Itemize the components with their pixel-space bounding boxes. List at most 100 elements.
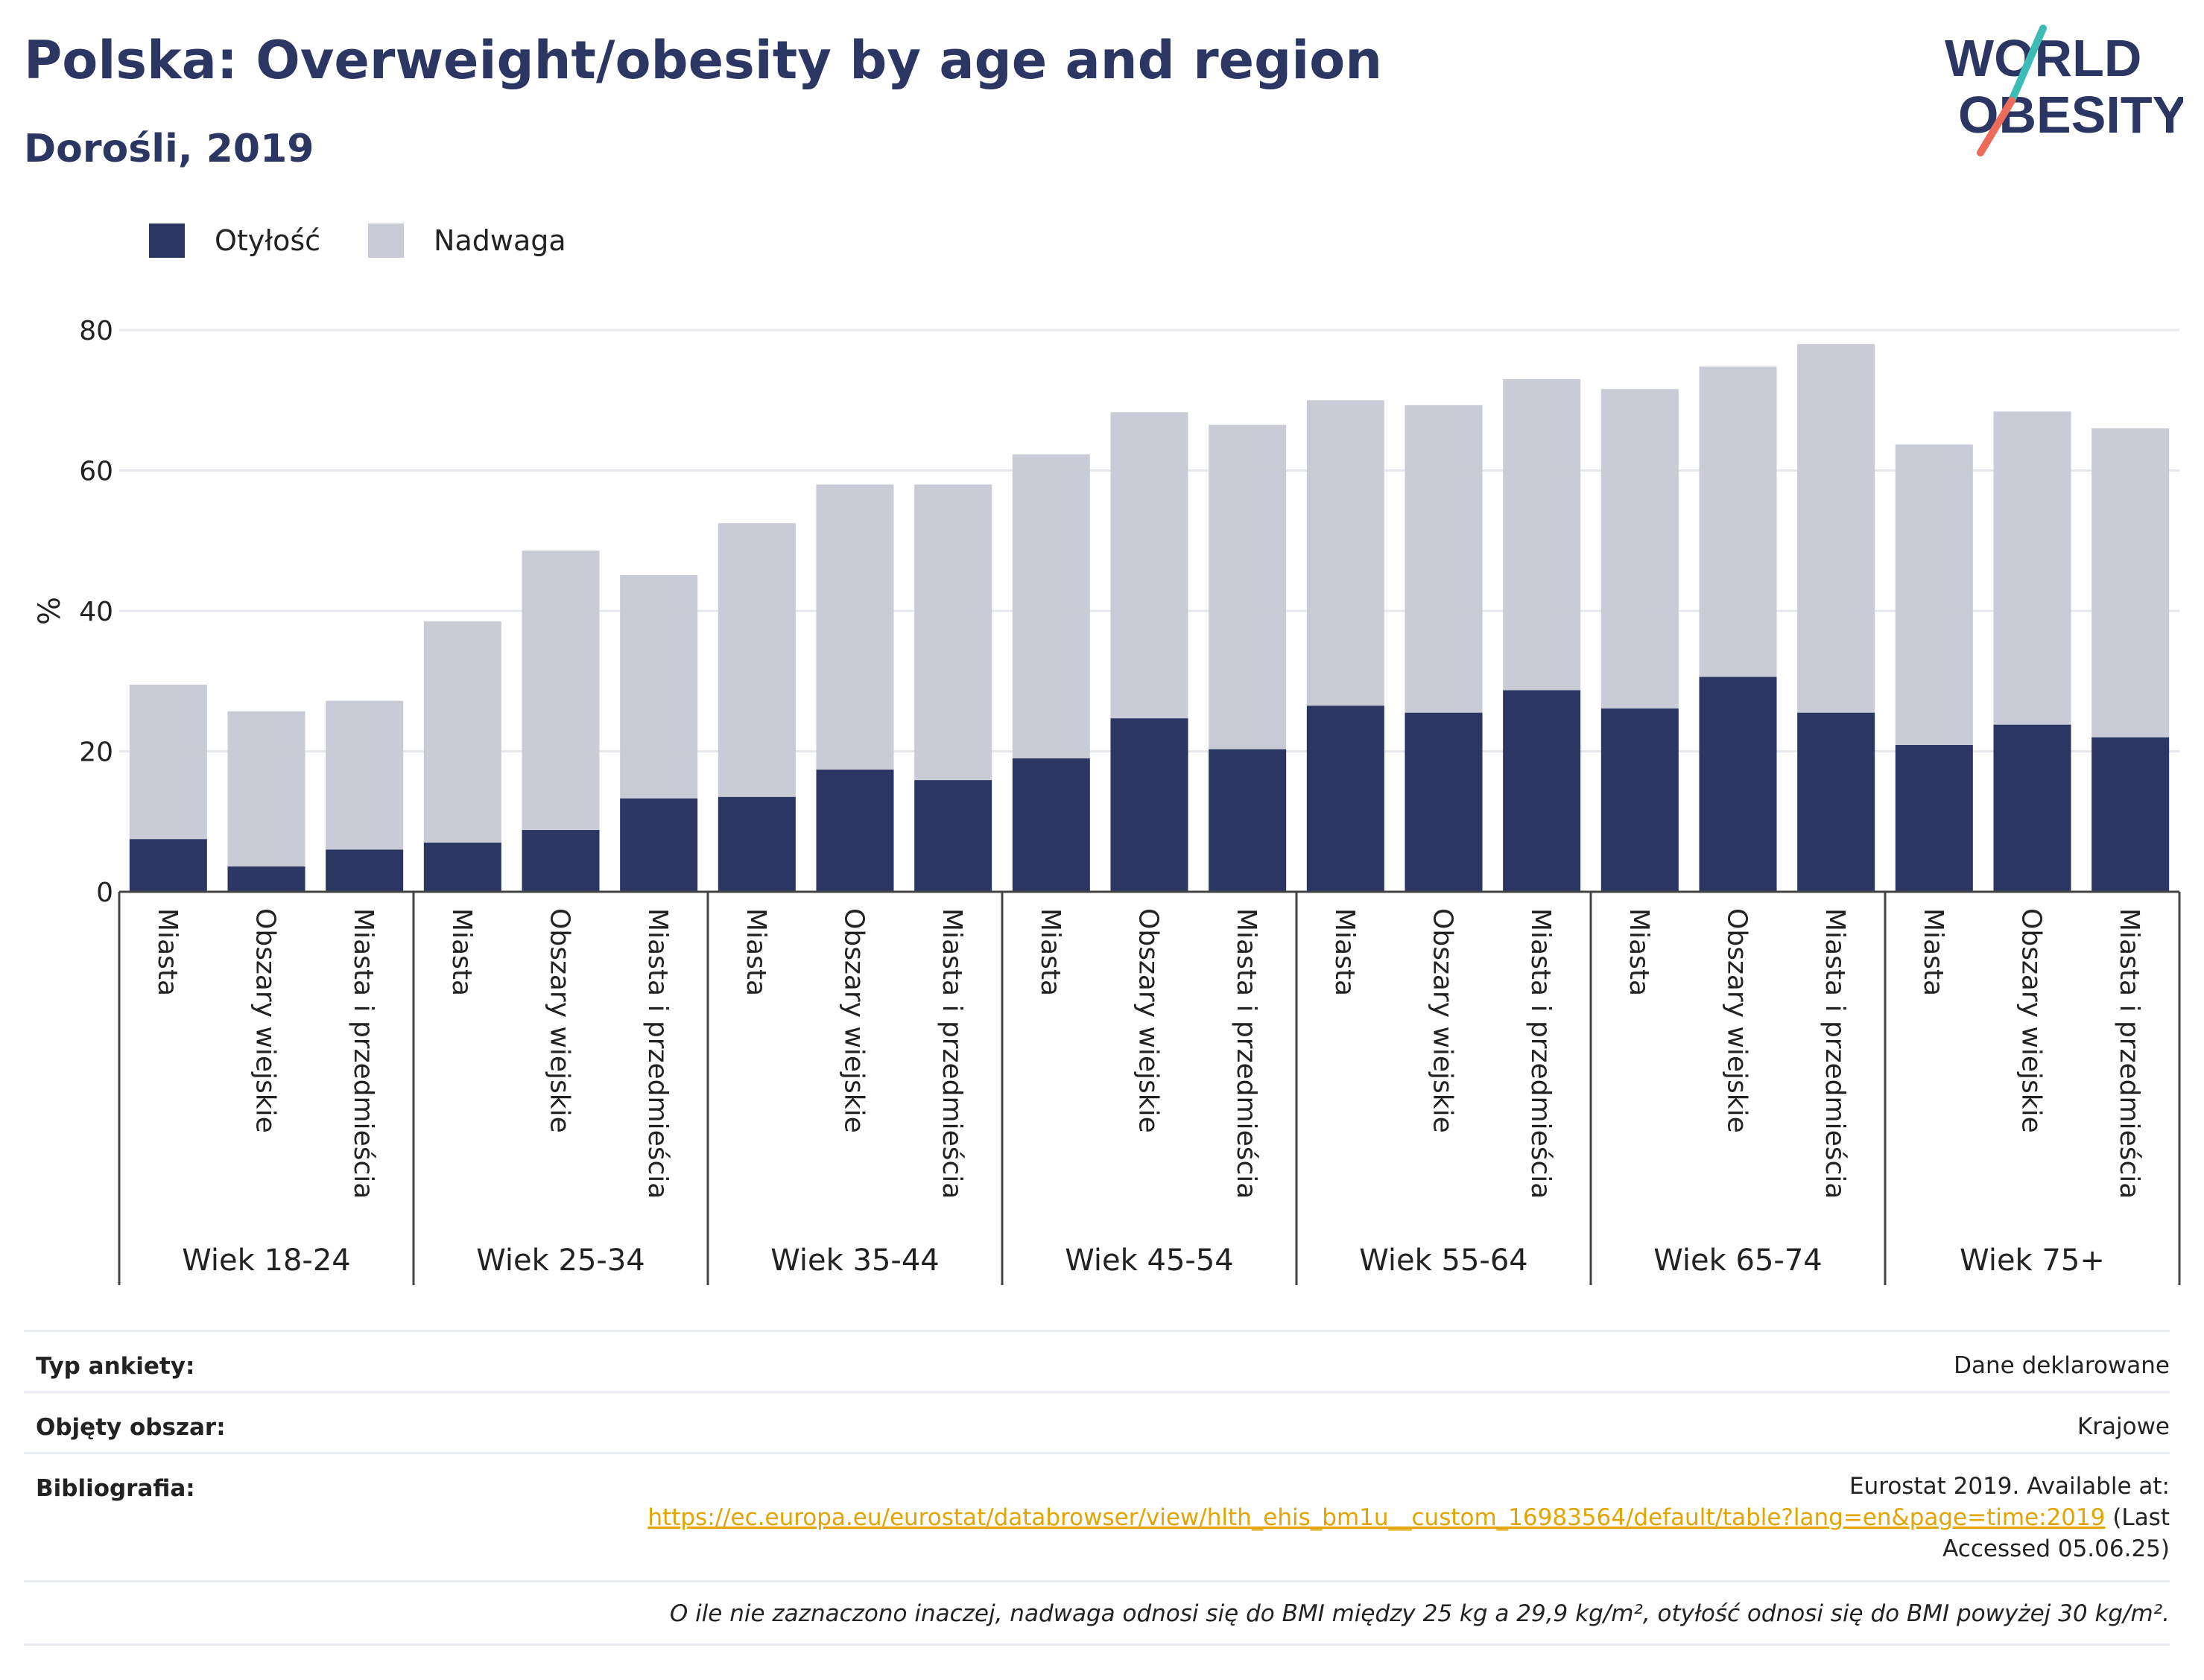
bar-otylosc (2091, 737, 2170, 892)
logo-slash-coral (1977, 97, 2015, 156)
x-subcategory-label: Miasta i przedmieścia (1525, 908, 1556, 1199)
bar-otylosc (1110, 718, 1188, 892)
x-group-label: Wiek 35-44 (770, 1243, 940, 1278)
bar-otylosc (1209, 749, 1287, 892)
bar-nadwaga (522, 550, 600, 831)
bibliography-last-accessed-prefix: (Last (2105, 1504, 2170, 1531)
bibliography-label: Bibliografia: (36, 1475, 195, 1502)
bar-nadwaga (620, 574, 698, 799)
x-group-label: Wiek 55-64 (1359, 1243, 1528, 1278)
x-subcategory-label: Miasta (1035, 908, 1065, 996)
info-row-bibliography: Bibliografia: Eurostat 2019. Available a… (24, 1452, 2170, 1582)
bar-nadwaga (1110, 412, 1188, 719)
bibliography-line-1: Eurostat 2019. Available at: (1849, 1473, 2170, 1500)
bar-otylosc (227, 866, 305, 892)
x-subcategory-label: Miasta i przedmieścia (2114, 908, 2144, 1199)
bar-otylosc (1699, 676, 1777, 892)
y-tick-label: 40 (79, 597, 113, 627)
x-subcategory-label: Obszary wiejskie (1133, 908, 1164, 1133)
bibliography-line-2: https://ec.europa.eu/eurostat/databrowse… (647, 1502, 2170, 1533)
bar-nadwaga (1209, 425, 1287, 749)
bar-nadwaga (1895, 444, 1973, 746)
world-obesity-logo: WORLD OBESITY (1945, 25, 2183, 156)
info-row-survey: Typ ankiety: Dane deklarowane (24, 1330, 2170, 1393)
bar-nadwaga (1797, 343, 1875, 713)
bar-nadwaga (1503, 378, 1581, 691)
x-subcategory-label: Miasta (1918, 908, 1948, 996)
bar-nadwaga (1993, 411, 2071, 725)
bar-otylosc (914, 780, 992, 892)
x-subcategory-label: Miasta i przedmieścia (937, 908, 967, 1199)
legend-swatch-otylosc (149, 224, 185, 258)
bar-nadwaga (129, 684, 207, 840)
x-subcategory-label: Obszary wiejskie (1428, 908, 1458, 1133)
info-row-area: Objęty obszar: Krajowe (24, 1391, 2170, 1454)
x-subcategory-label: Miasta i przedmieścia (1820, 908, 1850, 1199)
bar-otylosc (129, 839, 207, 892)
bar-nadwaga (2091, 428, 2170, 738)
x-subcategory-label: Miasta i przedmieścia (642, 908, 673, 1199)
y-tick-label: 0 (96, 878, 113, 908)
bar-nadwaga (1012, 454, 1090, 758)
chart-title: Polska: Overweight/obesity by age and re… (24, 30, 1383, 91)
bar-nadwaga (1405, 405, 1483, 713)
bar-otylosc (1012, 758, 1090, 892)
coverage-area-value: Krajowe (2077, 1413, 2170, 1440)
y-tick-label: 80 (79, 316, 113, 346)
legend-item-otylosc[interactable]: Otyłość (149, 224, 320, 258)
survey-type-label: Typ ankiety: (36, 1353, 195, 1380)
bar-otylosc (1895, 745, 1973, 892)
bar-otylosc (522, 830, 600, 892)
bar-nadwaga (227, 711, 305, 867)
legend: Otyłość Nadwaga (149, 224, 614, 258)
logo-slash-teal (2008, 25, 2047, 104)
x-group-label: Wiek 45-54 (1065, 1243, 1234, 1278)
legend-swatch-nadwaga (368, 224, 405, 258)
bar-otylosc (718, 796, 796, 892)
x-subcategory-label: Miasta (1624, 908, 1654, 996)
x-group-label: Wiek 75+ (1960, 1243, 2105, 1278)
bar-nadwaga (914, 484, 992, 781)
x-subcategory-label: Miasta (1329, 908, 1360, 996)
y-tick-label: 60 (79, 457, 113, 487)
bar-nadwaga (326, 700, 404, 850)
stacked-bar-chart: 0 20 40 60 80% Miasta Obszary wiejskie Miasta i… (33, 316, 2181, 1285)
bar-nadwaga (423, 621, 501, 843)
x-group-label: Wiek 65-74 (1653, 1243, 1823, 1278)
bmi-definition-footnote: O ile nie zaznaczono inaczej, nadwaga od… (669, 1600, 2170, 1627)
x-subcategory-label: Obszary wiejskie (2016, 908, 2047, 1133)
bar-otylosc (423, 843, 501, 892)
bar-otylosc (620, 798, 698, 892)
bar-nadwaga (816, 484, 894, 770)
bar-otylosc (1600, 709, 1679, 892)
bar-otylosc (816, 770, 894, 892)
x-subcategory-label: Miasta (152, 908, 183, 996)
legend-label-otylosc: Otyłość (215, 224, 321, 257)
legend-item-nadwaga[interactable]: Nadwaga (368, 224, 566, 258)
bar-nadwaga (1306, 400, 1384, 706)
bibliography-value: Eurostat 2019. Available at: https://ec.… (647, 1471, 2170, 1565)
y-axis-label: % (33, 597, 67, 625)
bar-otylosc (1405, 712, 1483, 892)
survey-type-value: Dane deklarowane (1954, 1352, 2170, 1379)
x-subcategory-label: Miasta (446, 908, 477, 996)
info-row-footnote: O ile nie zaznaczono inaczej, nadwaga od… (24, 1580, 2170, 1646)
bar-nadwaga (1600, 389, 1679, 709)
x-subcategory-label: Miasta i przedmieścia (348, 908, 379, 1199)
x-subcategory-label: Obszary wiejskie (545, 908, 575, 1133)
bar-nadwaga (718, 523, 796, 797)
bar-otylosc (1306, 706, 1384, 892)
bibliography-line-3: Accessed 05.06.25) (1942, 1535, 2170, 1562)
bar-otylosc (1993, 724, 2071, 892)
x-subcategory-label: Obszary wiejskie (839, 908, 870, 1133)
coverage-area-label: Objęty obszar: (36, 1414, 226, 1441)
eurostat-source-link[interactable]: https://ec.europa.eu/eurostat/databrowse… (647, 1504, 2106, 1531)
x-subcategory-label: Obszary wiejskie (1722, 908, 1752, 1133)
logo-word-world: WORLD (1945, 29, 2141, 87)
bar-otylosc (326, 849, 404, 892)
x-subcategory-label: Obszary wiejskie (250, 908, 281, 1133)
bar-otylosc (1503, 690, 1581, 892)
bar-otylosc (1797, 712, 1875, 892)
x-subcategory-label: Miasta i przedmieścia (1231, 908, 1261, 1199)
x-group-label: Wiek 25-34 (476, 1243, 645, 1278)
